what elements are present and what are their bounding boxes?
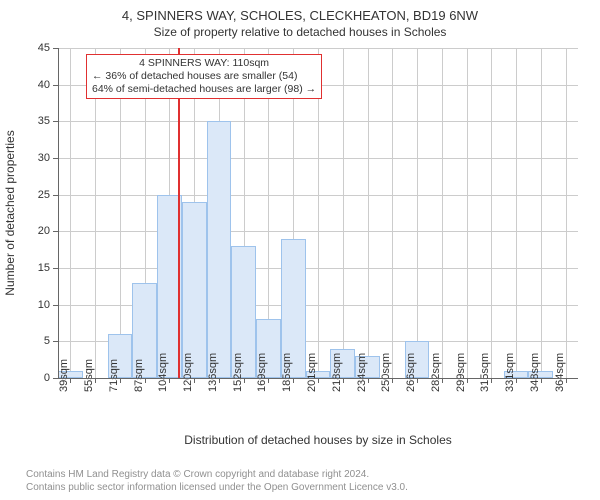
credits-line-1: Contains HM Land Registry data © Crown c… <box>26 469 408 482</box>
y-tick-label: 15 <box>20 262 50 274</box>
x-axis-label: Distribution of detached houses by size … <box>58 433 578 447</box>
grid-line <box>516 48 517 378</box>
y-axis <box>58 48 59 378</box>
y-tick-label: 40 <box>20 79 50 91</box>
annotation-line: 4 SPINNERS WAY: 110sqm <box>92 57 316 70</box>
grid-line <box>541 48 542 378</box>
page-subtitle: Size of property relative to detached ho… <box>0 23 600 39</box>
credits: Contains HM Land Registry data © Crown c… <box>26 469 408 494</box>
grid-line <box>442 48 443 378</box>
grid-line <box>417 48 418 378</box>
grid-line <box>368 48 369 378</box>
grid-line <box>392 48 393 378</box>
credits-line-2: Contains public sector information licen… <box>26 482 408 495</box>
annotation-line: 64% of semi-detached houses are larger (… <box>92 83 316 96</box>
page-title: 4, SPINNERS WAY, SCHOLES, CLECKHEATON, B… <box>0 0 600 23</box>
grid-line <box>70 48 71 378</box>
y-tick-label: 5 <box>20 335 50 347</box>
annotation-line: ← 36% of detached houses are smaller (54… <box>92 70 316 83</box>
grid-line <box>343 48 344 378</box>
x-axis <box>58 378 578 379</box>
y-tick-label: 20 <box>20 225 50 237</box>
y-tick-label: 35 <box>20 115 50 127</box>
plot-area: 05101520253035404539sqm55sqm71sqm87sqm10… <box>58 48 578 378</box>
grid-line <box>566 48 567 378</box>
histogram-bar <box>182 202 207 378</box>
y-tick-label: 25 <box>20 189 50 201</box>
grid-line <box>467 48 468 378</box>
histogram-bar <box>207 121 232 378</box>
y-tick-label: 30 <box>20 152 50 164</box>
y-tick-label: 10 <box>20 299 50 311</box>
y-axis-label: Number of detached properties <box>3 130 17 295</box>
y-tick-label: 45 <box>20 42 50 54</box>
chart-container: 4, SPINNERS WAY, SCHOLES, CLECKHEATON, B… <box>0 0 600 500</box>
grid-line <box>491 48 492 378</box>
y-tick-label: 0 <box>20 372 50 384</box>
annotation-box: 4 SPINNERS WAY: 110sqm← 36% of detached … <box>86 54 322 99</box>
